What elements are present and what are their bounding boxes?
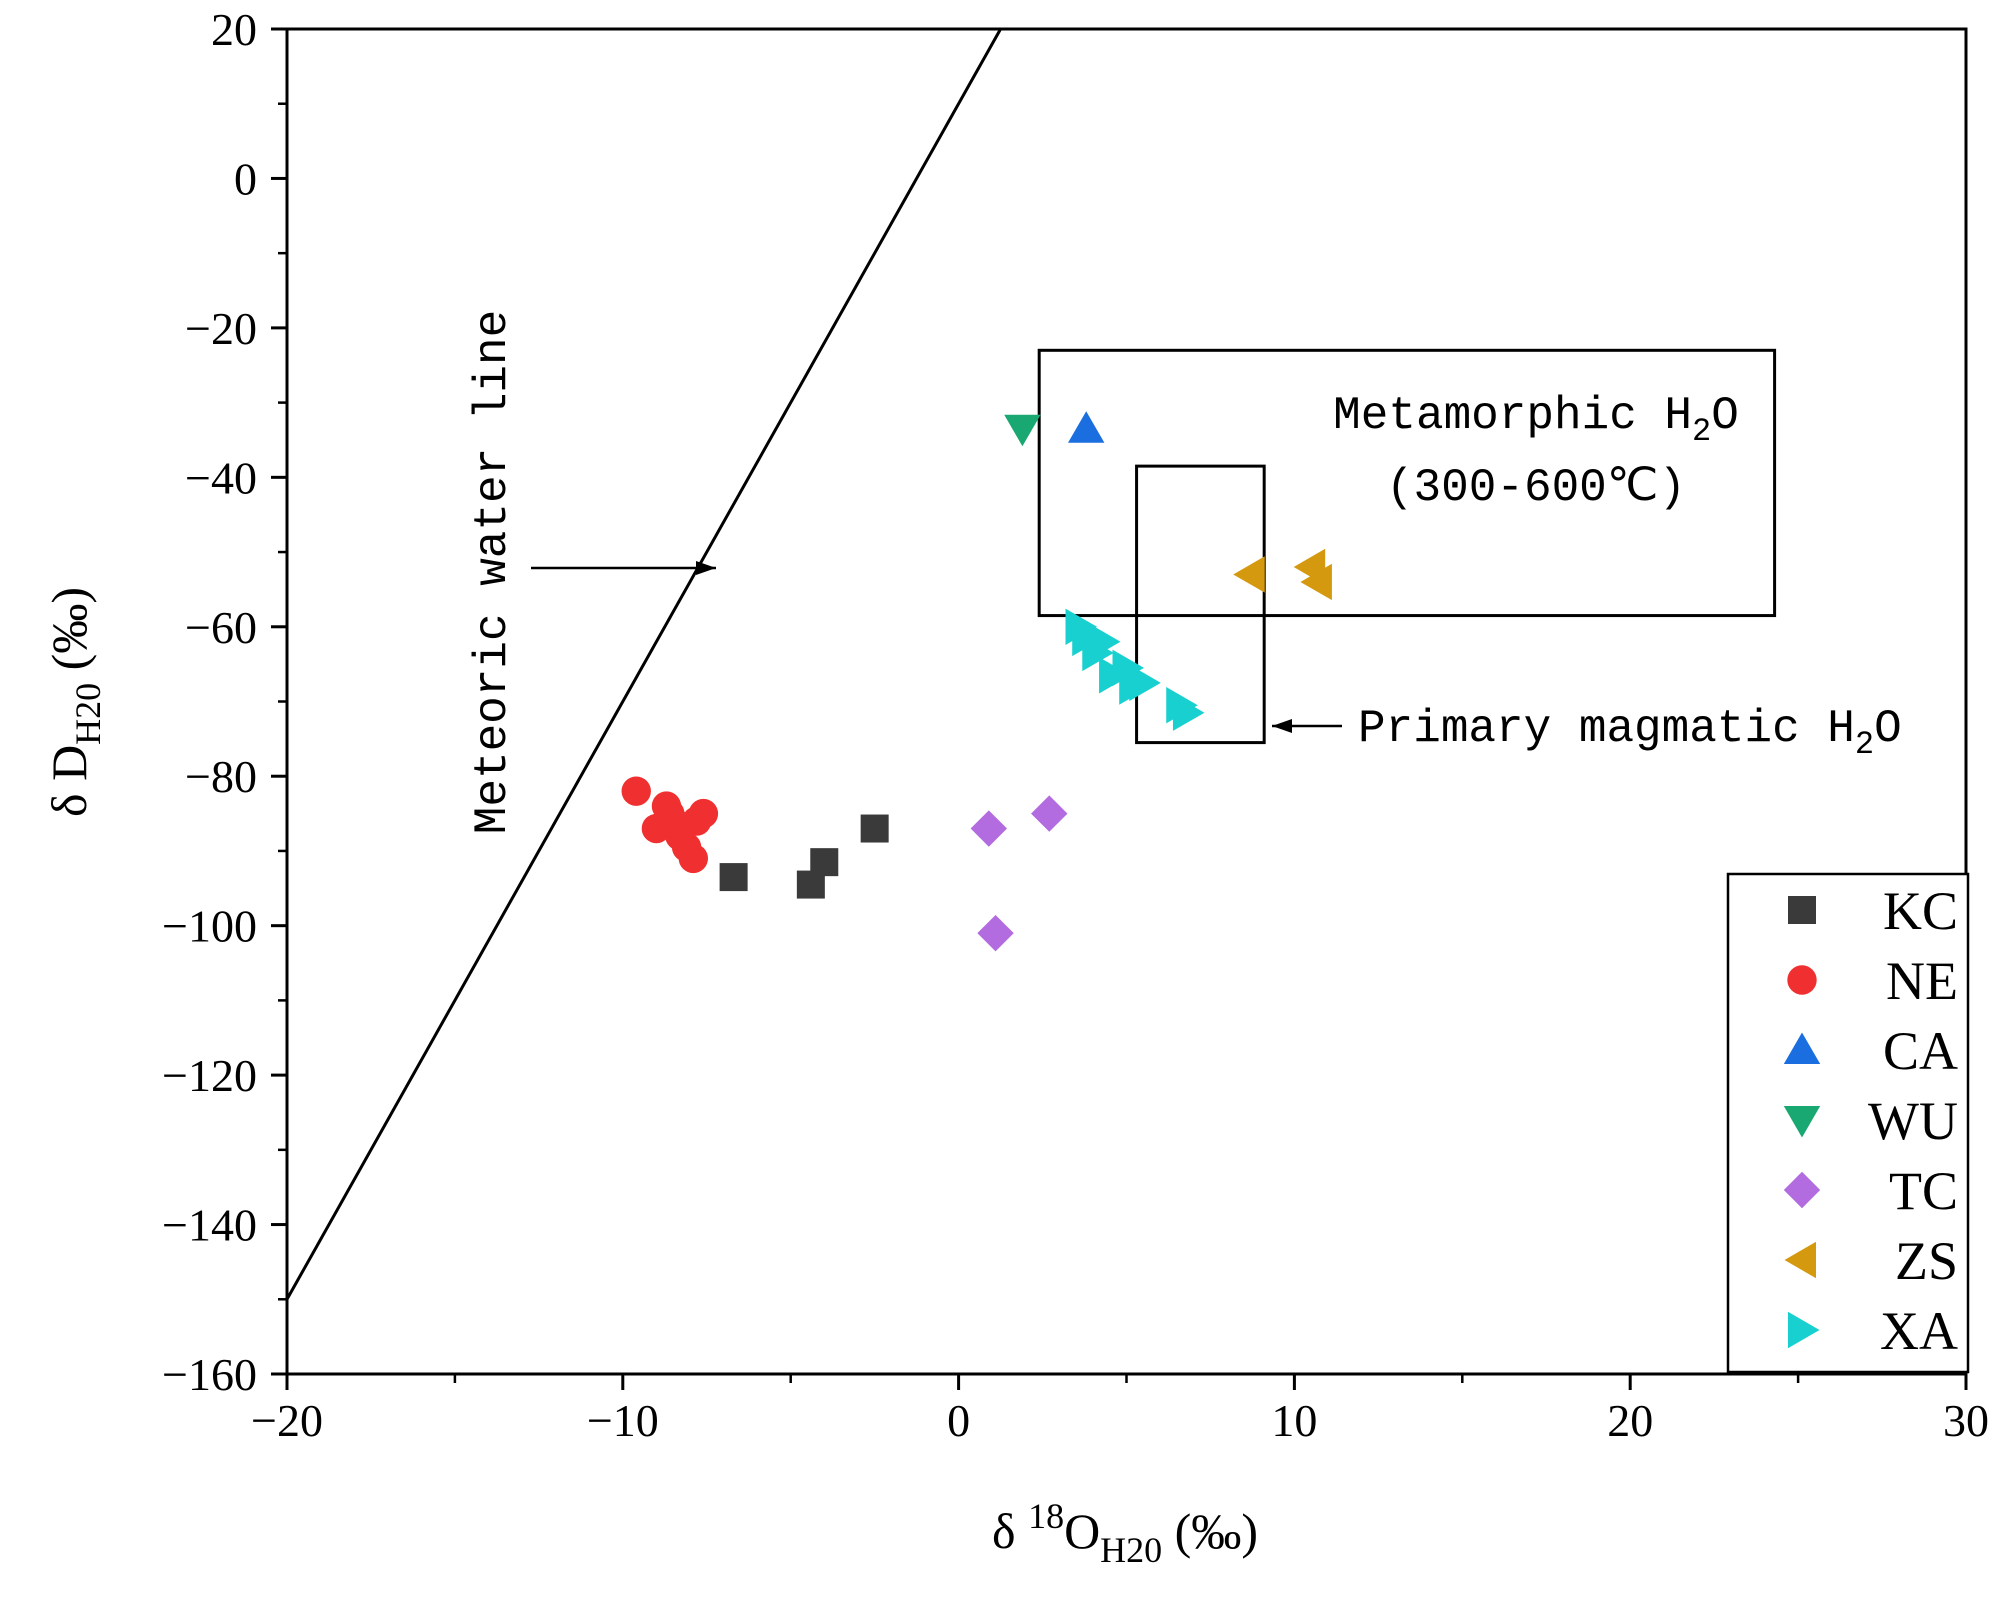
series-tc (970, 795, 1068, 952)
magmatic-region-box (1135, 464, 1266, 745)
meteoric-arrow-head (696, 561, 716, 575)
legend-label-wu: WU (1868, 1091, 1958, 1151)
plot-border (285, 27, 1968, 1376)
x-tick-label: −10 (587, 1395, 659, 1446)
data-point-kc (719, 863, 748, 892)
data-point-zs (1233, 556, 1265, 593)
x-tick-label: 20 (1607, 1395, 1653, 1446)
tick-labels: −20 −10 0 10 20 30200−20−40−60−80−100−120−140… (162, 4, 1989, 1446)
magmatic-arrow-head (1272, 719, 1292, 733)
data-point-tc (977, 914, 1014, 952)
legend-marker-zs (1784, 1241, 1816, 1279)
legend-label-xa: XA (1880, 1301, 1958, 1361)
data-point-kc (810, 848, 839, 877)
axis-ticks (271, 27, 1968, 1390)
legend: KC NE CA WU TC ZS XA (1726, 872, 1970, 1374)
y-axis-title: δ DH20 (‰) (41, 587, 108, 817)
legend-marker-kc (1788, 896, 1816, 924)
series-wu (1004, 414, 1041, 447)
legend-label-ne: NE (1886, 951, 1958, 1011)
data-point-xa (1129, 664, 1161, 702)
x-tick-label: 30 (1943, 1395, 1989, 1446)
magmatic-label: Primary magmatic H2O (1358, 703, 1902, 763)
data-point-xa (1172, 694, 1205, 731)
data-point-xa (1072, 619, 1104, 657)
y-tick-label: −120 (162, 1050, 257, 1101)
y-tick-label: −160 (162, 1349, 257, 1400)
data-point-xa (1088, 623, 1121, 660)
data-point-ca (1068, 411, 1105, 443)
legend-label-zs: ZS (1895, 1231, 1958, 1291)
meteoric-water-line-label: Meteoric water line (467, 310, 519, 835)
data-point-kc (860, 814, 889, 843)
data-points (621, 411, 1332, 952)
meteoric-water-line (285, 28, 1002, 1301)
data-point-ne (621, 776, 651, 806)
legend-marker-ne (1787, 965, 1817, 995)
x-tick-label: 0 (947, 1395, 970, 1446)
series-ne (621, 776, 719, 874)
y-tick-label: −60 (185, 602, 257, 653)
data-point-wu (1004, 414, 1041, 447)
y-tick-label: −40 (185, 452, 257, 503)
metamorphic-region-box (1037, 348, 1777, 618)
axis-titles: δ 18OH20 (‰) δ DH20 (‰) (41, 587, 1258, 1570)
x-tick-label: −20 (251, 1395, 323, 1446)
x-tick-label: 10 (1271, 1395, 1317, 1446)
meteoric-water-line-group: Meteoric water line (285, 28, 1002, 1301)
legend-box (1726, 872, 1970, 1374)
metamorphic-temp-label: (300-600℃) (1386, 462, 1686, 514)
regions: Metamorphic H2O (300-600℃) Primary magmati… (1037, 348, 1902, 763)
data-point-tc (970, 810, 1008, 847)
data-point-ne (655, 798, 685, 829)
y-tick-label: −80 (185, 751, 257, 802)
y-tick-label: 0 (234, 153, 257, 204)
legend-marker-wu (1783, 1106, 1821, 1138)
legend-label-tc: TC (1889, 1161, 1958, 1221)
series-ca (1068, 411, 1105, 443)
legend-label-kc: KC (1883, 881, 1958, 941)
data-point-ne (688, 798, 719, 829)
data-point-ne (678, 843, 709, 874)
series-xa (1065, 608, 1205, 731)
y-tick-label: −100 (162, 901, 257, 952)
y-tick-label: −20 (185, 303, 257, 354)
y-tick-label: −140 (162, 1200, 257, 1251)
legend-marker-tc (1783, 1171, 1821, 1209)
metamorphic-label: Metamorphic H2O (1333, 390, 1739, 450)
data-point-tc (1031, 795, 1068, 832)
y-tick-label: 20 (211, 4, 257, 55)
data-point-zs (1300, 563, 1332, 601)
x-axis-title: δ 18OH20 (‰) (992, 1496, 1258, 1570)
legend-marker-xa (1788, 1311, 1820, 1349)
series-zs (1233, 548, 1332, 601)
series-kc (719, 814, 889, 899)
plot-frame (285, 27, 1968, 1376)
legend-marker-ca (1783, 1032, 1821, 1064)
legend-label-ca: CA (1883, 1021, 1958, 1081)
